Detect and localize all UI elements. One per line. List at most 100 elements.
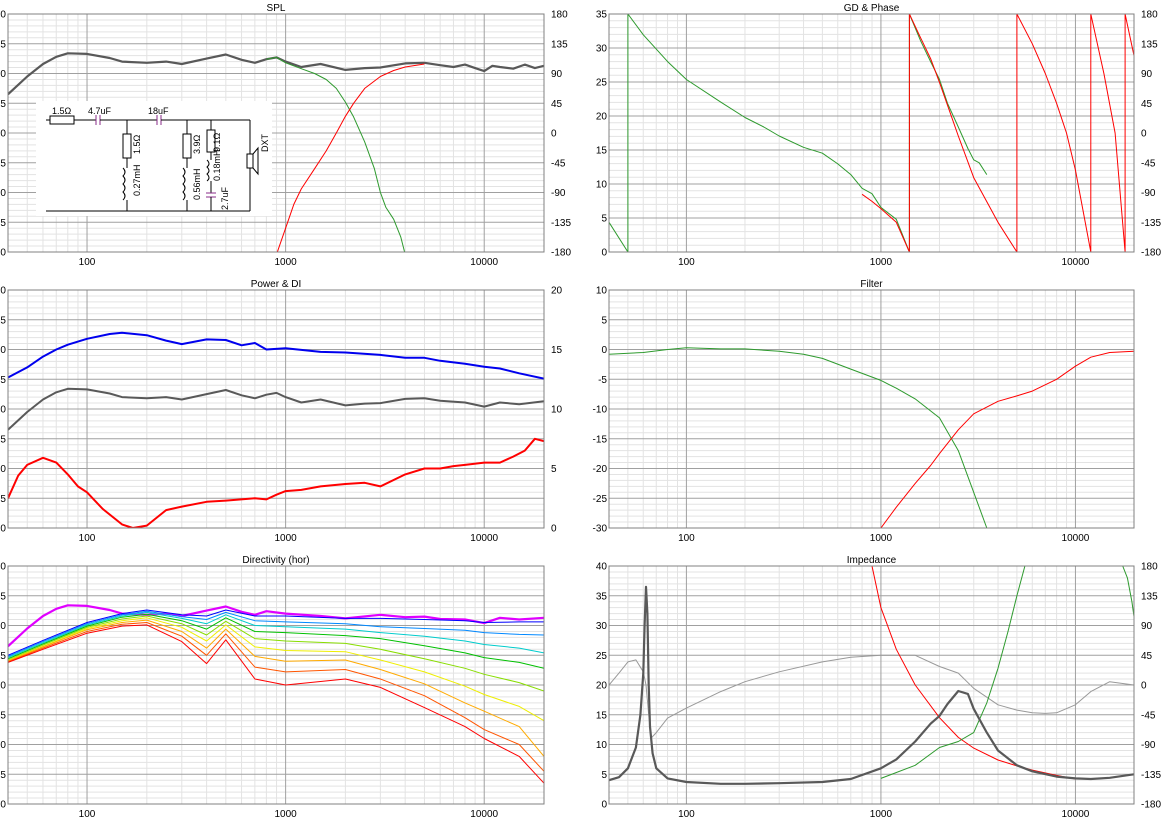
y2-tick-label: -180 (551, 248, 571, 259)
plot-frame (7, 565, 545, 805)
y-tick-label: -5 (598, 375, 607, 386)
series-line (880, 566, 1026, 779)
chart-title: SPL (267, 3, 286, 14)
y2-tick-label: -45 (1141, 158, 1156, 169)
y-tick-label: 0 (601, 248, 607, 259)
series-group (8, 604, 544, 784)
y-tick-label: 75 (0, 99, 6, 110)
y2-tick-label: 135 (551, 39, 568, 50)
y-tick-label: 35 (596, 10, 608, 21)
series-line (609, 585, 1134, 785)
y-tick-label: 90 (0, 345, 6, 356)
plot-frame (608, 289, 1135, 529)
series-line (8, 622, 544, 772)
y-tick-label: -15 (593, 434, 608, 445)
inductor-l1 (122, 167, 126, 201)
y-tick-label: 60 (0, 188, 6, 199)
y-tick-label: 100 (0, 286, 6, 297)
component-label: 2.7uF (220, 186, 230, 210)
series-group (609, 566, 1134, 785)
x-tick-label: 1000 (870, 533, 893, 544)
series-line (880, 350, 1134, 528)
inductor-l3 (206, 159, 210, 182)
chart-panel-2: 100 1000 10000 35 30 25 20 15 10 5 0 180 135 90 45 0 -45… (596, 3, 1161, 268)
y-tick-label: 70 (0, 464, 6, 475)
y2-tick-label: -180 (1141, 800, 1161, 811)
series-line (8, 387, 544, 431)
y-tick-label: 85 (0, 591, 6, 602)
series-line (609, 347, 988, 528)
y-tick-label: 15 (596, 710, 608, 721)
series-line (1122, 566, 1134, 617)
y-tick-label: 20 (596, 681, 608, 692)
component-label: 18uF (148, 106, 169, 116)
y2-tick-label: 135 (1141, 591, 1158, 602)
y-tick-label: 10 (596, 286, 608, 297)
x-tick-label: 1000 (274, 257, 297, 268)
y-tick-label: 0 (601, 800, 607, 811)
y-tick-label: -20 (593, 464, 608, 475)
chart-panel-6: 100 1000 10000 40 35 30 25 20 15 10 5 0 180 135 90 45 0 -… (596, 555, 1161, 818)
series-line (8, 611, 544, 659)
component-label: 0.27mH (132, 164, 142, 196)
y-tick-label: 0 (601, 345, 607, 356)
y2-tick-label: 0 (551, 524, 557, 535)
y-tick-label: 5 (601, 214, 607, 225)
y-tick-label: 65 (0, 710, 6, 721)
y2-tick-label: 45 (551, 99, 563, 110)
series-line (861, 14, 1134, 252)
driver-symbol (246, 153, 254, 169)
chart-title: Filter (860, 279, 883, 290)
series-line (609, 654, 1134, 739)
x-tick-label: 1000 (870, 257, 893, 268)
series-line (8, 610, 544, 657)
component-label: 1.5Ω (132, 134, 142, 154)
y2-tick-label: 0 (1141, 129, 1147, 140)
x-tick-label: 100 (79, 257, 96, 268)
series-line (8, 613, 544, 669)
y-tick-label: 35 (596, 591, 608, 602)
y2-tick-label: 0 (551, 129, 557, 140)
chart-title: Directivity (hor) (242, 555, 309, 566)
chart-title: GD & Phase (844, 3, 900, 14)
series-line (8, 604, 544, 648)
y-tick-label: 5 (601, 770, 607, 781)
series-group (8, 331, 544, 528)
y-tick-label: 30 (596, 621, 608, 632)
y-tick-label: 55 (0, 218, 6, 229)
y2-tick-label: -90 (551, 188, 566, 199)
y-tick-label: -30 (593, 524, 608, 535)
y-tick-label: 90 (0, 562, 6, 573)
series-line (8, 617, 544, 722)
series-line (276, 63, 425, 252)
y-tick-label: 20 (596, 112, 608, 123)
series-line (871, 566, 1076, 780)
x-tick-label: 100 (79, 809, 96, 818)
x-tick-label: 1000 (274, 533, 297, 544)
y-tick-label: 60 (0, 524, 6, 535)
y-tick-label: 15 (596, 146, 608, 157)
y-tick-label: 80 (0, 621, 6, 632)
y2-tick-label: 135 (1141, 39, 1158, 50)
series-group (609, 14, 1134, 252)
chart-title: Power & DI (251, 279, 302, 290)
resistor-r3 (182, 133, 192, 159)
resistor-r2 (122, 133, 132, 159)
y-tick-label: 60 (0, 740, 6, 751)
y2-tick-label: -180 (1141, 248, 1161, 259)
chart-title: Impedance (847, 555, 897, 566)
y2-tick-label: 20 (551, 286, 563, 297)
y2-tick-label: 45 (1141, 99, 1153, 110)
driver-cone (252, 146, 259, 176)
component-label: 9.1Ω (212, 132, 222, 152)
x-tick-label: 10000 (1062, 257, 1090, 268)
y-tick-label: 80 (0, 405, 6, 416)
series-group (8, 52, 544, 252)
y-tick-label: 75 (0, 651, 6, 662)
crossover-schematic: 1.5Ω 4.7uF 18uF 1.5Ω 0.27mH 3.9Ω 0.56mH 9.1Ω0.1… (36, 101, 272, 216)
x-tick-label: 10000 (1062, 809, 1090, 818)
series-line (8, 331, 544, 380)
series-line (8, 619, 544, 757)
plot-frame (608, 565, 1135, 805)
